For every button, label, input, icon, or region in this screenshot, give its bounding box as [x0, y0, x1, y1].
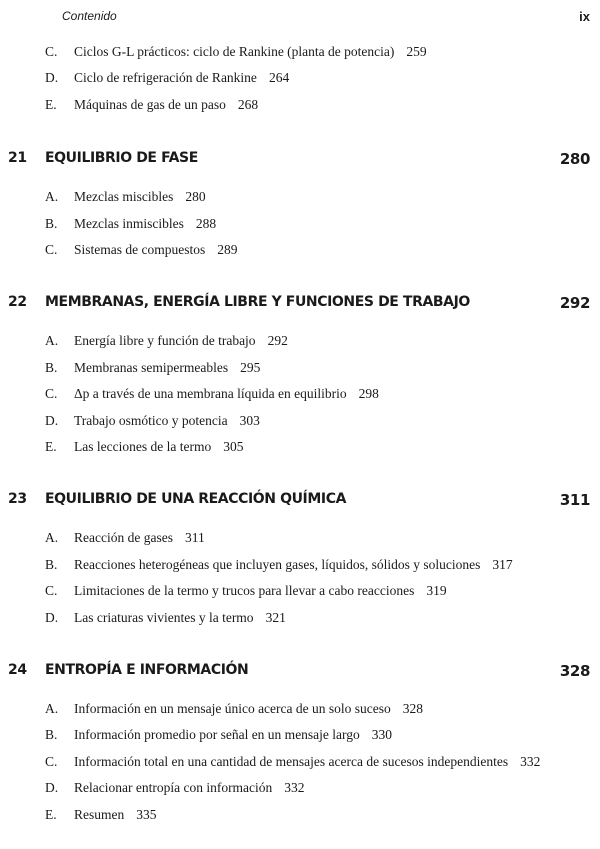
entry-letter: C. [45, 583, 58, 598]
chapter-page: 280 [559, 150, 591, 168]
chapter-title: MEMBRANAS, ENERGÍA LIBRE Y FUNCIONES DE … [45, 294, 470, 310]
entry-letter: C. [45, 242, 58, 257]
entry-page: 292 [267, 333, 288, 348]
entry-title: Las criaturas vivientes y la termo [74, 609, 254, 625]
entry-letter: D. [45, 70, 59, 86]
chapter-number: 24 [8, 661, 27, 678]
entry-page: 288 [195, 215, 217, 231]
entry-title: Máquinas de gas de un paso [74, 96, 226, 112]
chapter-number: 22 [8, 294, 27, 310]
entry-page: 321 [265, 609, 286, 625]
entry-page: 335 [136, 806, 157, 822]
chapter-number: 23 [8, 491, 27, 507]
entry-title: Membranas semipermeables [74, 359, 229, 375]
chapter-page: 311 [559, 491, 591, 509]
entry-letter: B. [45, 727, 58, 742]
entry-title: Relacionar entropía con información [74, 780, 273, 795]
entry-title: Mezclas miscibles [74, 189, 174, 204]
entry-title: Δp a través de una membrana líquida en e… [74, 386, 347, 401]
entry-letter: C. [45, 386, 58, 401]
header-page-number: ix [579, 9, 590, 24]
entry-page: 295 [240, 359, 261, 375]
entry-title: Información en un mensaje único acerca d… [74, 700, 391, 716]
entry-letter: B. [45, 556, 58, 572]
entry-letter: D. [45, 780, 59, 795]
entry-letter: E. [45, 96, 57, 112]
entry-letter: B. [45, 215, 58, 231]
entry-letter: E. [45, 439, 57, 454]
entry-title: Reacción de gases [74, 530, 173, 545]
entry-page: 305 [223, 439, 244, 454]
entry-page: 289 [217, 242, 238, 257]
chapter-page: 328 [559, 661, 591, 680]
chapter-title: EQUILIBRIO DE FASE [45, 150, 198, 166]
entry-title: Energía libre y función de trabajo [74, 333, 256, 348]
entry-page: 268 [237, 96, 259, 112]
entry-letter: A. [45, 189, 59, 204]
entry-title: Sistemas de compuestos [74, 242, 206, 257]
entry-title: Ciclo de refrigeración de Rankine [74, 70, 257, 86]
entry-title: Trabajo osmótico y potencia [74, 412, 228, 428]
entry-page: 332 [284, 780, 305, 795]
entry-title: Limitaciones de la termo y trucos para l… [74, 583, 415, 598]
entry-page: 311 [184, 530, 205, 545]
header-title: Contenido [62, 9, 117, 23]
entry-letter: A. [45, 530, 59, 545]
entry-letter: B. [45, 359, 58, 375]
chapter-number: 21 [8, 150, 27, 166]
entry-letter: A. [45, 333, 59, 348]
entry-title: Ciclos G-L prácticos: ciclo de Rankine (… [74, 44, 395, 59]
entry-title: Información total en una cantidad de men… [74, 753, 509, 769]
entry-page: 264 [268, 70, 290, 86]
entry-page: 332 [520, 753, 541, 769]
entry-page: 303 [239, 412, 260, 428]
chapter-title: EQUILIBRIO DE UNA REACCIÓN QUÍMICA [45, 491, 347, 507]
entry-page: 259 [406, 44, 427, 59]
chapter-title: ENTROPÍA E INFORMACIÓN [45, 661, 249, 678]
entry-title: Información promedio por señal en un men… [74, 727, 360, 742]
entry-letter: C. [45, 44, 58, 59]
entry-title: Reacciones heterogéneas que incluyen gas… [74, 556, 481, 572]
entry-letter: D. [45, 412, 59, 428]
entry-letter: D. [45, 609, 59, 625]
entry-page: 330 [371, 727, 393, 742]
entry-page: 317 [492, 556, 513, 572]
entry-page: 280 [185, 189, 206, 204]
entry-page: 298 [358, 386, 379, 401]
chapter-page: 292 [559, 294, 591, 312]
entry-letter: A. [45, 700, 59, 716]
entry-title: Mezclas inmiscibles [74, 215, 184, 231]
entry-letter: C. [45, 753, 58, 769]
entry-title: Las lecciones de la termo [74, 439, 212, 454]
entry-letter: E. [45, 806, 57, 822]
entry-title: Resumen [74, 806, 125, 822]
entry-page: 319 [426, 583, 447, 598]
entry-page: 328 [402, 700, 424, 716]
